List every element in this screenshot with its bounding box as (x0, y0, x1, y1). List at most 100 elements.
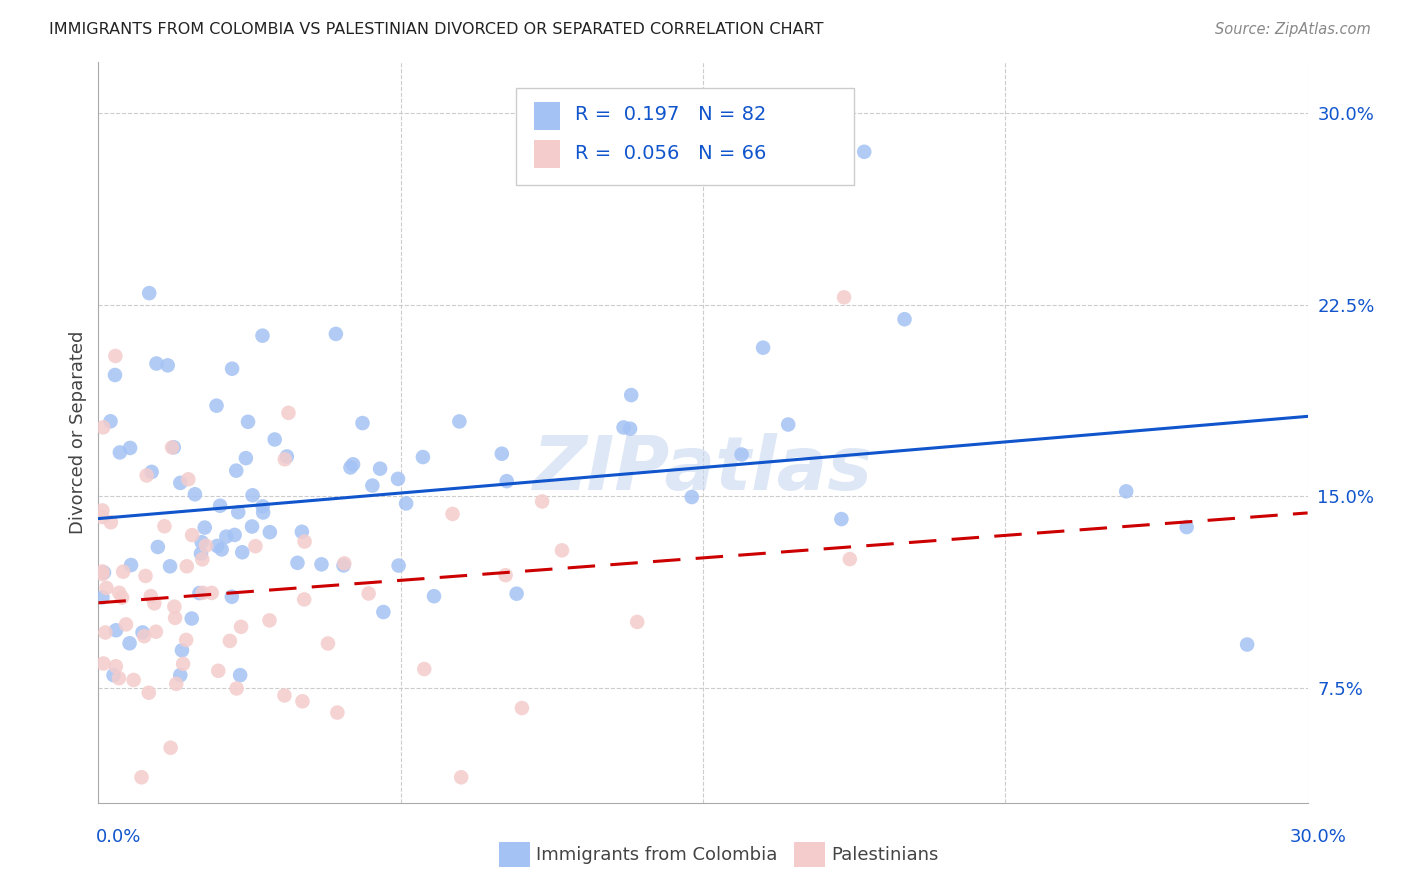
Point (730, 448, 752, 462)
Point (1236, 638, 1258, 652)
Point (252, 328, 274, 343)
Point (159, 740, 181, 755)
Point (236, 415, 259, 429)
Point (94, 625, 117, 640)
Point (830, 512, 852, 526)
Point (240, 519, 263, 533)
Point (211, 542, 233, 557)
Text: Palestinians: Palestinians (831, 846, 938, 863)
Point (291, 694, 314, 708)
Point (194, 520, 217, 534)
Point (225, 681, 247, 696)
Point (191, 552, 214, 566)
Point (215, 530, 238, 544)
Point (287, 556, 309, 570)
Point (332, 558, 354, 573)
Point (131, 770, 153, 784)
Point (134, 569, 156, 583)
Point (838, 552, 860, 566)
Point (138, 686, 160, 700)
Point (141, 465, 163, 479)
Point (93, 566, 115, 580)
Point (145, 624, 167, 639)
Point (105, 624, 128, 638)
Point (413, 662, 436, 676)
Point (188, 586, 211, 600)
Point (91, 420, 114, 434)
Point (169, 475, 191, 490)
Point (325, 326, 347, 341)
Point (165, 677, 187, 691)
Point (221, 361, 243, 376)
Point (159, 559, 181, 574)
Point (172, 657, 194, 671)
Point (551, 543, 574, 558)
Point (153, 519, 176, 533)
Point (412, 450, 434, 464)
Point (441, 507, 464, 521)
Point (274, 452, 297, 467)
Point (1175, 520, 1198, 534)
Point (93, 657, 115, 671)
Point (505, 587, 527, 601)
Point (531, 494, 554, 508)
Point (229, 620, 252, 634)
Point (190, 535, 212, 549)
Point (190, 547, 212, 561)
Point (361, 478, 384, 492)
Point (326, 706, 349, 720)
Point (342, 458, 364, 472)
Point (111, 591, 134, 605)
Point (245, 539, 267, 553)
Point (495, 474, 517, 488)
Point (626, 615, 648, 629)
Point (292, 592, 315, 607)
Point (177, 472, 200, 486)
Point (273, 689, 295, 703)
Point (131, 625, 153, 640)
Point (108, 586, 131, 600)
Point (752, 341, 775, 355)
Point (108, 445, 131, 459)
Point (170, 643, 193, 657)
Point (449, 414, 471, 428)
Y-axis label: Divorced or Separated: Divorced or Separated (69, 331, 87, 534)
Point (120, 441, 142, 455)
Point (108, 671, 131, 685)
Point (339, 460, 361, 475)
Point (423, 589, 446, 603)
Point (163, 599, 186, 614)
Point (180, 611, 202, 625)
Point (893, 312, 915, 326)
Point (169, 668, 191, 682)
Point (252, 506, 274, 520)
Point (373, 605, 395, 619)
Point (120, 558, 142, 572)
FancyBboxPatch shape (516, 88, 855, 185)
Point (139, 589, 162, 603)
Point (145, 357, 167, 371)
Point (778, 417, 800, 432)
FancyBboxPatch shape (534, 140, 561, 168)
Point (231, 545, 253, 559)
Point (122, 673, 145, 687)
Point (368, 461, 391, 475)
Point (311, 558, 333, 572)
Point (495, 568, 517, 582)
Point (613, 420, 636, 434)
Point (104, 349, 127, 363)
Point (191, 586, 214, 600)
Point (201, 586, 224, 600)
Point (163, 440, 186, 454)
Point (165, 611, 187, 625)
Point (91, 503, 114, 517)
Point (235, 451, 257, 466)
Point (118, 636, 141, 650)
Text: 30.0%: 30.0% (1291, 828, 1347, 846)
Point (294, 534, 316, 549)
FancyBboxPatch shape (534, 103, 561, 130)
Point (104, 368, 127, 382)
Point (176, 559, 198, 574)
Point (316, 636, 339, 650)
Point (259, 525, 281, 540)
